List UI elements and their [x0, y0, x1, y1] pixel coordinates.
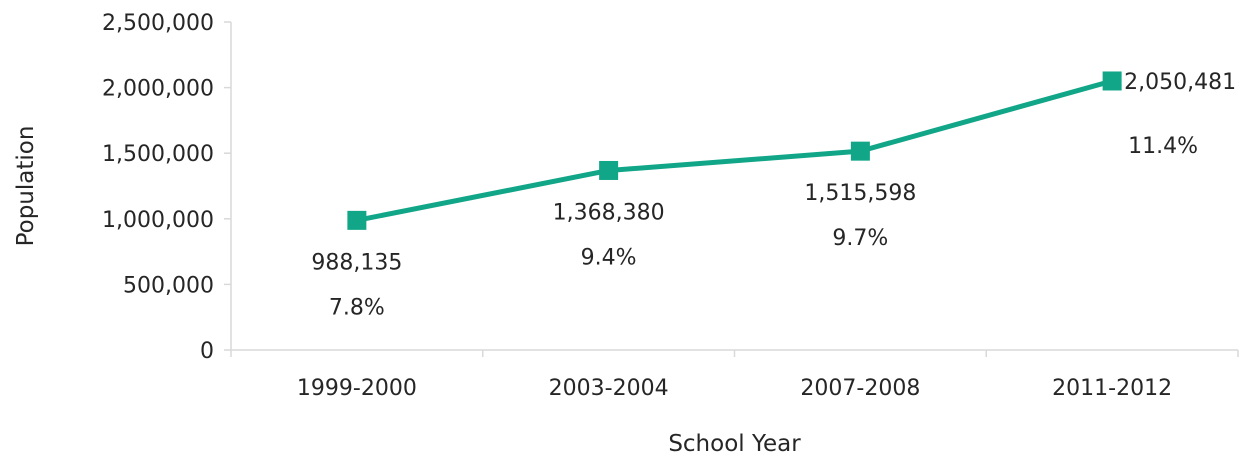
x-axis-title: School Year: [668, 431, 801, 457]
y-tick-label: 2,000,000: [102, 77, 214, 102]
data-value-label: 1,368,380: [553, 200, 665, 225]
y-tick-label: 0: [200, 339, 214, 364]
data-percent-label: 11.4%: [1128, 134, 1198, 159]
data-percent-label: 7.8%: [329, 295, 385, 320]
x-tick-label: 1999-2000: [297, 376, 417, 401]
y-tick-label: 1,000,000: [102, 208, 214, 233]
data-value-label: 988,135: [311, 250, 402, 275]
x-tick-label: 2003-2004: [549, 376, 669, 401]
x-axis: 1999-2000 2003-2004 2007-2008 2011-2012: [230, 349, 1239, 401]
data-labels: 988,135 7.8% 1,368,380 9.4% 1,515,598 9.7% 2,0…: [311, 70, 1236, 320]
data-point-marker: [1102, 71, 1122, 91]
data-percent-label: 9.7%: [832, 226, 888, 251]
data-point-marker: [599, 160, 619, 180]
y-tick-label: 1,500,000: [102, 142, 214, 167]
x-tick-label: 2007-2008: [800, 376, 920, 401]
data-point-marker: [347, 210, 367, 230]
data-value-label: 1,515,598: [804, 181, 916, 206]
data-percent-label: 9.4%: [581, 245, 637, 270]
series-layer: [347, 71, 1122, 230]
y-axis: 0 500,000 1,000,000 1,500,000 2,000,000 2,500…: [102, 11, 232, 364]
y-tick-label: 500,000: [123, 273, 214, 298]
series-line: [354, 78, 1115, 223]
data-value-label: 2,050,481: [1124, 70, 1236, 95]
y-axis-title: Population: [13, 126, 39, 247]
data-point-marker: [850, 141, 870, 161]
x-tick-label: 2011-2012: [1052, 376, 1172, 401]
y-tick-label: 2,500,000: [102, 11, 214, 36]
